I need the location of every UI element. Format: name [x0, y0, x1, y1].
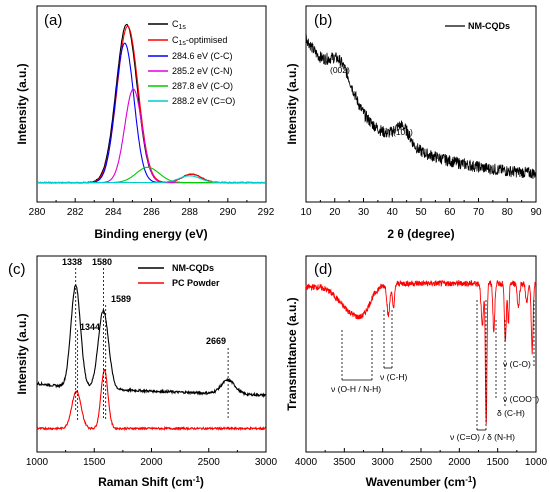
legend-a-text-3: 285.2 eV (C-N) — [172, 66, 233, 76]
series-line-a-2 — [37, 42, 266, 184]
x-tick-label: 3000 — [255, 457, 278, 468]
panel-d-x-ticks: 4000 3500 3000 2500 2000 1500 1000 — [295, 448, 548, 468]
panel-a-x-ticks: 280 282 284 286 288 290 292 — [29, 198, 275, 218]
legend-a-text-5: 288.2 eV (C=O) — [172, 96, 235, 106]
panel-a-label: (a) — [44, 12, 62, 29]
ann-text-ch-bend: δ (C-H) — [497, 408, 525, 418]
panel-b-curves — [305, 34, 537, 179]
series-line-b-0 — [305, 34, 537, 179]
panel-a: (a) 280 282 284 286 288 290 292 Binding energy… — [15, 5, 275, 241]
x-tick-label: 3000 — [372, 457, 395, 468]
legend-a-text-1: C1s-optimised — [172, 35, 227, 47]
ann-text-ch: ν (C-H) — [380, 372, 408, 382]
panel-b-y-label: Intensity (a.u.) — [285, 63, 299, 144]
annotation-101: (101) — [393, 127, 413, 137]
annotation-002: (002) — [330, 65, 350, 75]
x-tick-label: 40 — [387, 207, 399, 218]
panel-b-x-label: 2 θ (degree) — [387, 227, 454, 241]
panel-d-curves — [305, 279, 537, 425]
x-tick-label: 1500 — [83, 457, 106, 468]
x-tick-label: 20 — [329, 207, 341, 218]
panel-b-label: (b) — [314, 12, 332, 29]
x-tick-label: 50 — [415, 207, 427, 218]
x-tick-label: 30 — [358, 207, 370, 218]
x-tick-label: 1000 — [525, 457, 548, 468]
panel-a-y-label: Intensity (a.u.) — [15, 63, 29, 144]
series-line-c-1 — [36, 368, 267, 432]
panel-a-x-label: Binding energy (eV) — [94, 227, 207, 241]
x-tick-label: 1500 — [487, 457, 510, 468]
ann-text-ohnh: ν (O-H / N-H) — [331, 384, 381, 394]
series-line-d-0 — [305, 279, 537, 425]
panel-c-label: (c) — [8, 261, 26, 278]
x-tick-label: 80 — [502, 207, 514, 218]
panel-b: (b) 10 20 30 40 50 60 70 80 90 2 θ (degree) Inte… — [285, 5, 542, 241]
panel-c-curves — [36, 268, 267, 432]
panel-d-annotations — [341, 300, 535, 431]
x-tick-label: 288 — [181, 207, 198, 218]
peak-label-2669: 2669 — [206, 336, 226, 346]
x-tick-label: 282 — [67, 207, 84, 218]
ann-text-co: ν (C-O) — [503, 359, 531, 369]
peak-label-1580: 1580 — [92, 257, 112, 267]
legend-c-text-0: NM-CQDs — [172, 263, 214, 273]
x-tick-label: 60 — [444, 207, 456, 218]
peak-label-1338: 1338 — [62, 257, 82, 267]
x-tick-label: 4000 — [295, 457, 318, 468]
x-tick-label: 292 — [258, 207, 275, 218]
series-line-c-0 — [36, 284, 267, 399]
panel-c-x-label: Raman Shift (cm-1) — [98, 475, 204, 489]
x-tick-label: 290 — [219, 207, 236, 218]
x-tick-label: 2500 — [198, 457, 221, 468]
x-tick-label: 280 — [29, 207, 46, 218]
panel-b-x-ticks: 10 20 30 40 50 60 70 80 90 — [300, 198, 542, 218]
x-tick-label: 1000 — [26, 457, 49, 468]
x-tick-label: 2000 — [140, 457, 163, 468]
legend-b-text: NM-CQDs — [468, 21, 510, 31]
panel-d: (d) 4000 3500 3000 2500 2000 1500 1000 Wavenum… — [285, 255, 548, 489]
x-tick-label: 10 — [300, 207, 312, 218]
panel-d-x-label: Wavenumber (cm-1) — [366, 475, 477, 489]
legend-c-text-1: PC Powder — [172, 278, 220, 288]
panel-c: (c) 1000 1500 2000 2500 3000 Raman Shift (cm… — [8, 255, 278, 489]
panel-d-label: (d) — [314, 261, 332, 278]
x-tick-label: 286 — [143, 207, 160, 218]
panel-c-x-ticks: 1000 1500 2000 2500 3000 — [26, 448, 278, 468]
ann-text-coo: ν (COO⁻) — [503, 394, 539, 404]
legend-a-text-0: C1s — [172, 19, 186, 31]
x-tick-label: 2500 — [410, 457, 433, 468]
panel-a-curves — [37, 23, 267, 184]
panel-c-y-label: Intensity (a.u.) — [15, 313, 29, 394]
x-tick-label: 90 — [530, 207, 542, 218]
panel-c-frame — [36, 255, 267, 453]
x-tick-label: 70 — [473, 207, 485, 218]
x-tick-label: 3500 — [333, 457, 356, 468]
x-tick-label: 284 — [105, 207, 122, 218]
peak-label-1344: 1344 — [80, 322, 100, 332]
panel-a-legend: C1s C1s-optimised 284.6 eV (C-C) 285.2 e… — [148, 19, 235, 106]
legend-a-text-2: 284.6 eV (C-C) — [172, 51, 233, 61]
ann-text-co-nh: ν (C=O) / δ (N-H) — [450, 432, 515, 442]
series-line-a-5 — [37, 175, 266, 184]
peak-label-1589: 1589 — [111, 294, 131, 304]
x-tick-label: 2000 — [448, 457, 471, 468]
panel-d-y-label: Transmittance (a.u.) — [285, 297, 299, 410]
legend-a-text-4: 287.8 eV (C-O) — [172, 81, 233, 91]
